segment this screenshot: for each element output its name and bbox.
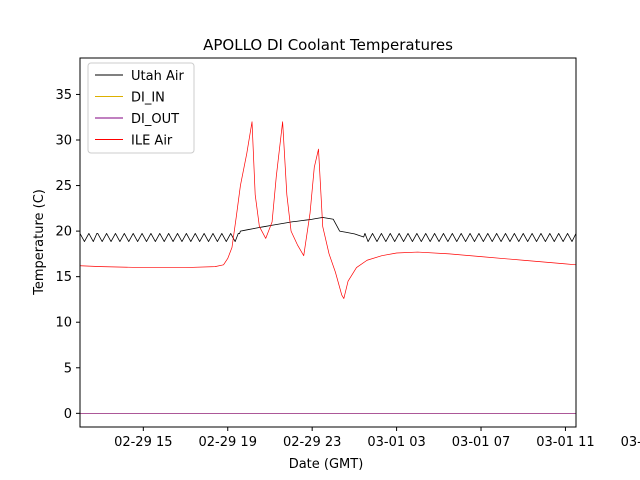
legend: Utah Air DI_IN DI_OUT ILE Air: [87, 62, 195, 154]
series-utah-air-line: [80, 217, 576, 242]
x-axis-label: Date (GMT): [289, 457, 364, 472]
y-tick-label: 10: [55, 316, 72, 331]
y-tick-label: 20: [55, 225, 72, 240]
x-tick-label: 03-01 07: [452, 435, 510, 450]
legend-label-di-out: DI_OUT: [131, 112, 179, 127]
series-ile-air-line: [80, 121, 576, 299]
legend-label-utah-air: Utah Air: [131, 69, 184, 84]
legend-label-di-in: DI_IN: [131, 91, 165, 106]
y-tick-label: 25: [55, 179, 72, 194]
x-tick-label: 03-01 15: [621, 435, 640, 450]
x-tick-label: 02-29 23: [283, 435, 341, 450]
x-tick-label: 03-01 11: [536, 435, 594, 450]
x-tick-label: 03-01 03: [367, 435, 425, 450]
chart-title: APOLLO DI Coolant Temperatures: [203, 36, 453, 54]
y-tick-label: 35: [55, 88, 72, 103]
x-tick-label: 02-29 19: [199, 435, 257, 450]
plot-frame: [79, 57, 577, 428]
y-tick-label: 0: [64, 407, 72, 422]
legend-label-ile-air: ILE Air: [131, 134, 173, 149]
y-tick-label: 5: [64, 361, 72, 376]
legend-box: [87, 62, 195, 154]
y-axis-label: Temperature (C): [32, 189, 47, 296]
plot-area: 0 5 10 15 20 25 30 35 02-29 15 02-29 19 02-29 23 03…: [55, 57, 640, 450]
y-tick-label: 30: [55, 134, 72, 149]
series-layer: [80, 121, 576, 414]
y-tick-label: 15: [55, 270, 72, 285]
x-tick-label: 02-29 15: [114, 435, 172, 450]
